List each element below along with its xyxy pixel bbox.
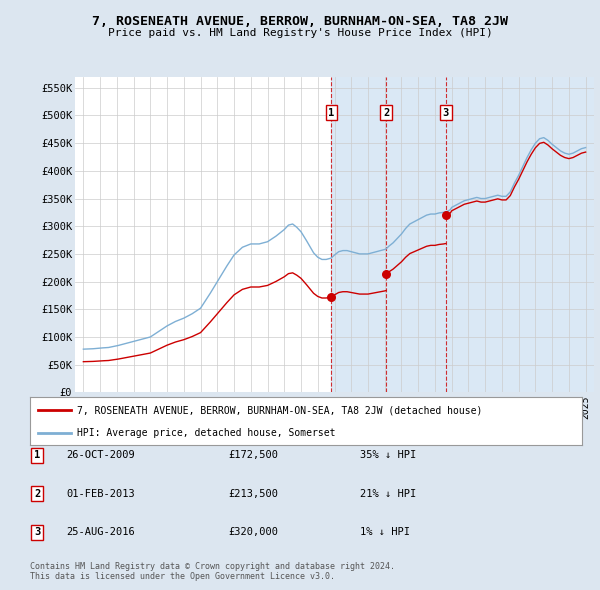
Point bbox=[381, 270, 391, 279]
Point bbox=[326, 292, 336, 301]
Text: 2: 2 bbox=[34, 489, 40, 499]
Text: £320,000: £320,000 bbox=[228, 527, 278, 537]
Text: £172,500: £172,500 bbox=[228, 451, 278, 460]
Text: 21% ↓ HPI: 21% ↓ HPI bbox=[360, 489, 416, 499]
Point bbox=[441, 211, 451, 220]
Text: Contains HM Land Registry data © Crown copyright and database right 2024.: Contains HM Land Registry data © Crown c… bbox=[30, 562, 395, 571]
Text: 3: 3 bbox=[443, 108, 449, 117]
Text: 7, ROSENEATH AVENUE, BERROW, BURNHAM-ON-SEA, TA8 2JW: 7, ROSENEATH AVENUE, BERROW, BURNHAM-ON-… bbox=[92, 15, 508, 28]
Bar bbox=[331, 77, 594, 392]
Text: Price paid vs. HM Land Registry's House Price Index (HPI): Price paid vs. HM Land Registry's House … bbox=[107, 28, 493, 38]
Text: HPI: Average price, detached house, Somerset: HPI: Average price, detached house, Some… bbox=[77, 428, 335, 438]
Text: 01-FEB-2013: 01-FEB-2013 bbox=[66, 489, 135, 499]
Text: 25-AUG-2016: 25-AUG-2016 bbox=[66, 527, 135, 537]
Text: 3: 3 bbox=[34, 527, 40, 537]
Text: 35% ↓ HPI: 35% ↓ HPI bbox=[360, 451, 416, 460]
Text: 1: 1 bbox=[34, 451, 40, 460]
Text: 1% ↓ HPI: 1% ↓ HPI bbox=[360, 527, 410, 537]
Text: 1: 1 bbox=[328, 108, 335, 117]
Text: 26-OCT-2009: 26-OCT-2009 bbox=[66, 451, 135, 460]
Text: 7, ROSENEATH AVENUE, BERROW, BURNHAM-ON-SEA, TA8 2JW (detached house): 7, ROSENEATH AVENUE, BERROW, BURNHAM-ON-… bbox=[77, 405, 482, 415]
Text: This data is licensed under the Open Government Licence v3.0.: This data is licensed under the Open Gov… bbox=[30, 572, 335, 581]
Text: £213,500: £213,500 bbox=[228, 489, 278, 499]
Text: 2: 2 bbox=[383, 108, 389, 117]
